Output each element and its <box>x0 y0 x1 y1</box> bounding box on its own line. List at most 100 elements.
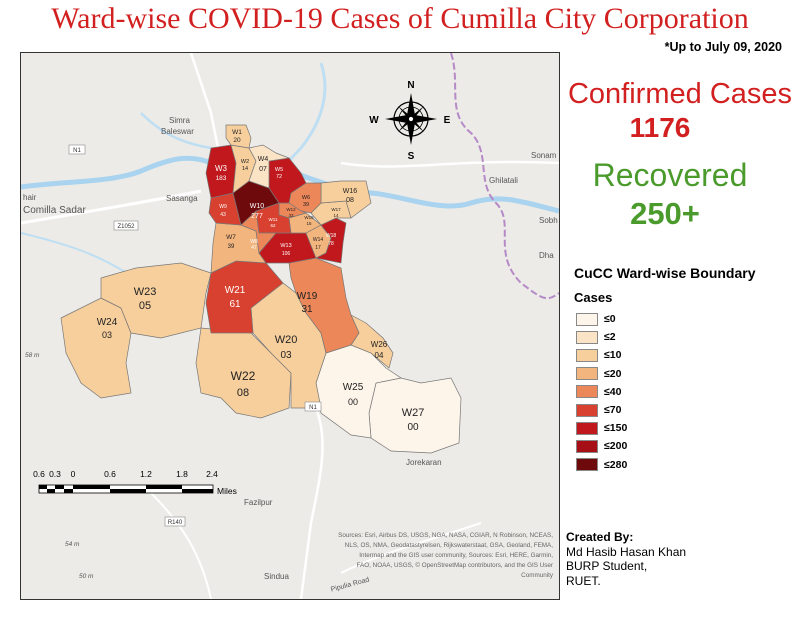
ward-count-w12: 33 <box>288 213 294 218</box>
legend-item: ≤200 <box>576 437 627 455</box>
legend-title: CuCC Ward-wise Boundary <box>574 265 756 281</box>
ward-label-w10: W10 <box>250 203 265 210</box>
legend-item: ≤40 <box>576 383 627 401</box>
ward-label-w22: W22 <box>231 369 256 383</box>
legend-swatch <box>576 403 598 417</box>
ward-count-w3: 183 <box>216 175 227 182</box>
ward-count-w13: 106 <box>282 251 291 257</box>
ward-label-w21: W21 <box>225 285 246 296</box>
ward-label-w15: W15 <box>304 215 314 220</box>
road <box>340 522 482 574</box>
ward-label-w23: W23 <box>134 286 157 298</box>
ward-count-w19: 31 <box>301 304 313 315</box>
legend-item: ≤280 <box>576 456 627 474</box>
legend-label: ≤280 <box>604 458 628 471</box>
confirmed-cases-value: 1176 <box>629 112 691 143</box>
credit-role: BURP Student, <box>566 559 648 573</box>
ward-count-w11: 62 <box>270 223 276 228</box>
ward-label-w3: W3 <box>215 164 228 173</box>
ward-count-w2: 14 <box>242 166 248 172</box>
river <box>140 112 212 150</box>
ward-w16 <box>320 180 372 219</box>
ward-count-w10: 277 <box>251 213 263 220</box>
ward-w22 <box>195 327 292 419</box>
ward-count-w22: 08 <box>237 387 249 399</box>
legend: ≤0 ≤2 ≤10 ≤20 ≤40 ≤70 ≤150 ≤200 ≤280 <box>576 310 627 474</box>
legend-label: ≤150 <box>604 422 628 435</box>
compass-w-label: W <box>369 115 379 126</box>
ward-count-w25: 00 <box>348 397 358 407</box>
attribution: Sources: Esri, Airbus DS, USGS, NGA, NAS… <box>338 532 554 579</box>
place-label: Pipulia Road <box>330 576 370 593</box>
ward-label-w19: W19 <box>297 291 318 302</box>
road-shield: Z1052 <box>117 224 135 230</box>
ward-w4 <box>248 144 291 189</box>
ward-count-w9: 43 <box>220 212 226 218</box>
ward-map: W1 20 W2 14 W3 183 W4 07 W5 72 W6 39 W7 … <box>21 53 559 599</box>
ward-count-w17: 14 <box>333 213 339 218</box>
ward-count-w15: 15 <box>306 221 312 226</box>
elevation-label: 58 m <box>25 352 40 359</box>
ward-count-w7: 39 <box>228 244 235 250</box>
legend-item: ≤2 <box>576 328 627 346</box>
legend-label: ≤70 <box>604 404 622 417</box>
road <box>189 53 223 164</box>
ward-count-w4: 07 <box>259 166 267 173</box>
compass-n-label: N <box>407 80 414 91</box>
road-shield: N1 <box>73 148 81 154</box>
scale-tick: 0 <box>71 469 76 479</box>
legend-label: ≤0 <box>604 313 616 326</box>
attribution-line: Sources: Esri, Airbus DS, USGS, NGA, NAS… <box>338 532 553 539</box>
place-label: Dha <box>539 251 554 260</box>
ward-count-w27: 00 <box>407 422 419 433</box>
credit-name: Md Hasib Hasan Khan <box>566 544 687 559</box>
place-label: hair <box>23 193 37 202</box>
ward-label-w26: W26 <box>371 340 388 349</box>
ward-label-w6: W6 <box>302 195 310 201</box>
scale-tick: 1.2 <box>140 469 152 479</box>
ward-w19 <box>288 257 360 354</box>
ward-w5 <box>268 157 307 204</box>
legend-swatch <box>576 367 598 381</box>
scale-tick: 1.8 <box>176 469 188 479</box>
road <box>21 189 202 225</box>
river <box>279 62 327 174</box>
place-label: Sasanga <box>166 194 198 203</box>
north-arrow: N S E W <box>369 80 450 162</box>
ward-label-w7: W7 <box>226 234 236 241</box>
place-label: Sonam <box>531 151 557 160</box>
credit-org: RUET. <box>566 573 601 588</box>
ward-count-w8: 47 <box>251 245 257 251</box>
legend-label: ≤200 <box>604 440 628 453</box>
ward-count-w6: 39 <box>303 202 309 208</box>
legend-swatch <box>576 330 598 344</box>
scale-tick: 0.6 <box>33 469 45 479</box>
elevation-label: 50 m <box>79 573 94 580</box>
ward-label-w9: W9 <box>219 204 227 210</box>
ward-label-w24: W24 <box>97 317 118 328</box>
compass-s-label: S <box>408 151 415 162</box>
recovered-label: Recovered <box>592 157 748 193</box>
ward-count-w26: 04 <box>375 351 384 360</box>
recovered-value: 250+ <box>630 196 700 231</box>
legend-item: ≤150 <box>576 419 627 437</box>
place-label: Comilla Sadar <box>23 205 86 216</box>
attribution-line: Community <box>521 572 554 579</box>
ward-label-w16: W16 <box>343 188 358 195</box>
ward-label-w18: W18 <box>326 233 337 239</box>
legend-swatch <box>576 458 598 472</box>
ward-label-w27: W27 <box>402 407 425 419</box>
place-label: Fazilpur <box>244 498 273 507</box>
place-label: Sobh <box>539 216 558 225</box>
ward-label-w12: W12 <box>286 207 296 212</box>
ward-count-w5: 72 <box>276 174 282 180</box>
legend-swatch <box>576 348 598 362</box>
ward-count-w24: 03 <box>102 330 112 340</box>
ward-count-w16: 08 <box>346 197 354 204</box>
map-title: Ward-wise COVID-19 Cases of Cumilla City… <box>51 2 749 35</box>
legend-item: ≤10 <box>576 346 627 364</box>
ward-w18 <box>314 217 347 264</box>
scale-tick: 0.6 <box>104 469 116 479</box>
scale-tick: 0.3 <box>49 469 61 479</box>
ward-w1 <box>225 124 252 149</box>
